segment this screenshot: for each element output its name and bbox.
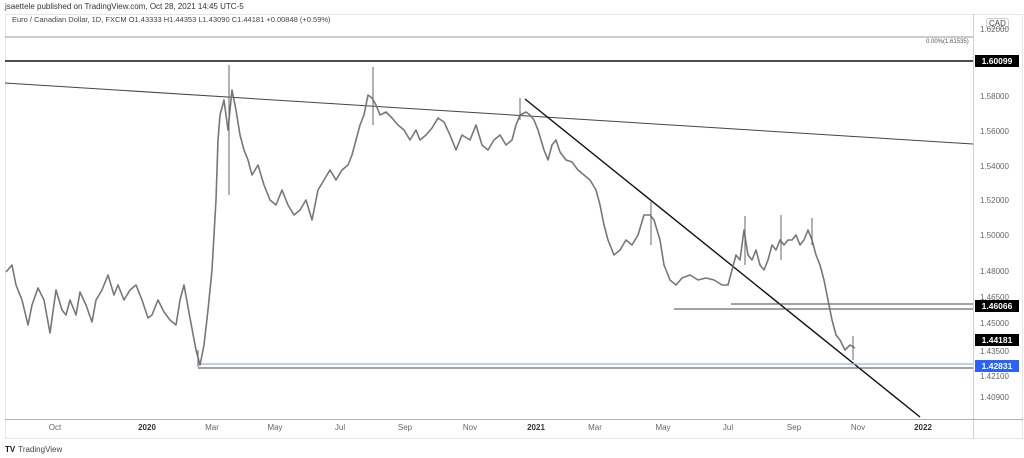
time-tick: 2021 (527, 423, 545, 432)
price-tick: 1.58000 (980, 92, 1009, 101)
price-tick: 1.56000 (980, 127, 1009, 136)
price-tick: 1.62000 (980, 25, 1009, 34)
fib-level-label: 0.00%(1.61535) (926, 39, 969, 45)
price-axis-border (973, 14, 974, 439)
time-tick: May (655, 423, 671, 432)
chart-frame (5, 14, 1023, 439)
time-tick: May (267, 423, 283, 432)
time-tick: Oct (48, 423, 62, 432)
tradingview-logo-icon: TV (5, 445, 16, 454)
time-tick: Sep (786, 423, 802, 432)
time-tick: Sep (397, 423, 413, 432)
symbol-legend: Euro / Canadian Dollar, 1D, FXCM O1.4333… (12, 15, 331, 24)
price-tick: 1.40900 (980, 393, 1009, 402)
brand-name: TradingView (18, 445, 63, 454)
time-tick: 2022 (914, 423, 932, 432)
tradingview-brand[interactable]: TV TradingView (5, 445, 62, 454)
price-tick: 1.46500 (980, 293, 1009, 302)
time-tick: Nov (462, 423, 478, 432)
price-tag-1-60099: 1.60099 (975, 55, 1019, 67)
price-tick: 1.48000 (980, 267, 1009, 276)
price-tick: 1.45000 (980, 319, 1009, 328)
price-tick: 1.50000 (980, 231, 1009, 240)
price-tick: 1.52000 (980, 196, 1009, 205)
price-tag-1-46066: 1.46066 (975, 300, 1019, 312)
last-price-tag: 1.44181 (975, 334, 1019, 346)
time-tick: Mar (205, 423, 219, 432)
time-tick: Jul (722, 423, 734, 432)
time-axis-border (5, 419, 1023, 420)
currency-badge[interactable]: CAD (986, 18, 1009, 29)
time-tick: 2020 (138, 423, 156, 432)
price-tag-1-42831: 1.42831 (975, 360, 1019, 372)
price-tick: 1.43500 (980, 347, 1009, 356)
time-tick: Mar (588, 423, 602, 432)
price-tick: 1.42100 (980, 372, 1009, 381)
publisher-caption: jsaettele published on TradingView.com, … (5, 2, 244, 11)
time-tick: Jul (334, 423, 346, 432)
time-tick: Nov (850, 423, 866, 432)
price-tick: 1.54000 (980, 162, 1009, 171)
